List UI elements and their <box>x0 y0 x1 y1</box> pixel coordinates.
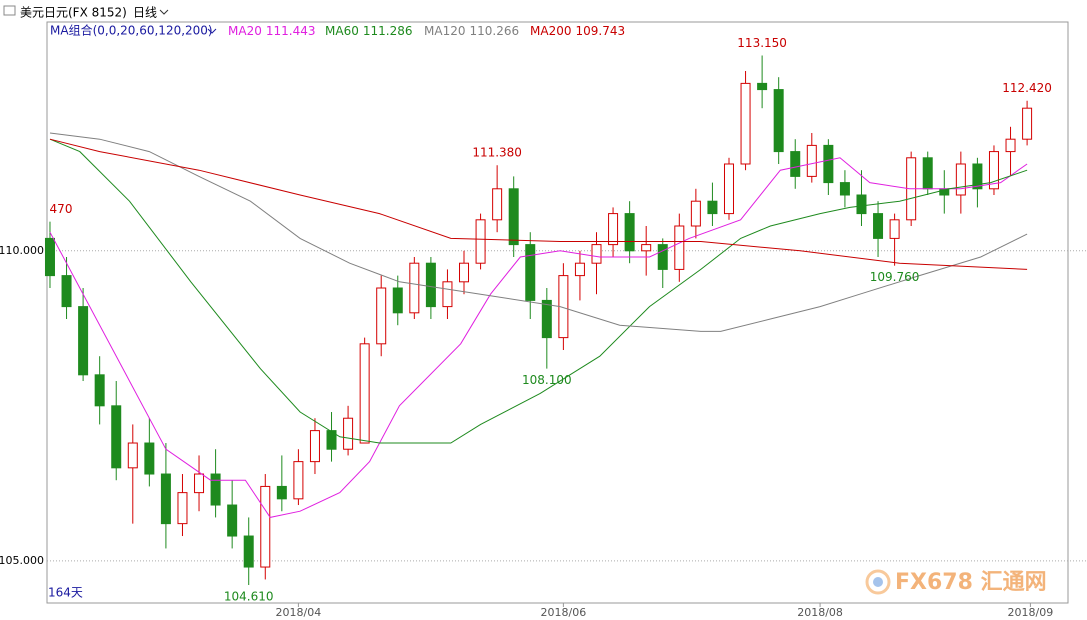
x-tick-label: 2018/09 <box>1008 606 1054 619</box>
price-annotation: 111.380 <box>472 146 522 160</box>
candle-body <box>210 473 221 506</box>
candle-body <box>591 244 602 264</box>
indicator-selector[interactable]: MA组合(0,0,20,60,120,200) <box>50 23 213 38</box>
candle-body <box>111 405 122 469</box>
candle-body <box>376 287 387 345</box>
candle-body <box>194 473 205 494</box>
candle-body <box>608 213 619 246</box>
indicator-arrow <box>207 28 217 34</box>
day-count: 164天 <box>48 586 83 600</box>
candle-body <box>889 219 900 239</box>
price-annotation: 470 <box>50 202 73 216</box>
window-icon <box>3 5 16 16</box>
candle-body <box>160 473 171 525</box>
candle-body <box>227 504 238 537</box>
legend-value: 111.443 <box>266 24 316 38</box>
candle-body <box>276 485 287 500</box>
ma-line <box>49 138 1028 270</box>
candle-body <box>657 244 668 270</box>
candle-body <box>773 89 784 153</box>
candle-body <box>94 374 105 407</box>
candle-body <box>972 163 983 190</box>
candle-body <box>309 430 320 463</box>
x-tick-label: 2018/06 <box>541 606 587 619</box>
watermark: FX678 汇通网 <box>895 570 1047 595</box>
legend-entry: MA120 110.266 <box>424 24 519 38</box>
ma-line <box>49 132 1028 332</box>
candle-body <box>409 262 420 314</box>
candle-body <box>525 244 536 301</box>
candle-body <box>359 343 370 444</box>
candle-body <box>508 188 519 246</box>
price-annotation: 104.610 <box>224 590 274 604</box>
price-annotation: 108.100 <box>522 373 572 387</box>
candle-body <box>475 219 486 264</box>
price-annotation: 113.150 <box>737 36 787 50</box>
candle-body <box>61 275 72 308</box>
legend-entry: MA20 111.443 <box>228 24 315 38</box>
legend-value: 109.743 <box>575 24 625 38</box>
legend-value: 110.266 <box>469 24 519 38</box>
price-annotation: 112.420 <box>1002 81 1052 95</box>
x-tick-label: 2018/08 <box>797 606 843 619</box>
candle-body <box>293 461 304 500</box>
candle-body <box>955 163 966 196</box>
candle-body <box>492 188 503 221</box>
candle-body <box>574 262 585 277</box>
legend-name: MA60 <box>325 24 359 38</box>
candle-body <box>260 485 271 568</box>
y-tick-label: 105.000 <box>0 554 44 567</box>
candle-body <box>723 163 734 215</box>
candle-body <box>707 200 718 215</box>
candle-body <box>823 144 834 184</box>
candle-body <box>790 151 801 177</box>
ma-line <box>49 157 1028 518</box>
watermark-logo <box>865 569 891 595</box>
legend-name: MA120 <box>424 24 465 38</box>
period-selector[interactable]: 日线 <box>133 6 157 20</box>
candle-body <box>873 213 884 239</box>
candle-body <box>127 442 138 469</box>
candle-body <box>425 262 436 308</box>
candle-body <box>343 417 354 450</box>
ma-line <box>49 138 1028 444</box>
candle-body <box>177 492 188 525</box>
candle-body <box>740 82 751 165</box>
candle-body <box>757 82 768 91</box>
instrument-title: 美元日元(FX 8152) <box>20 6 127 20</box>
candle-body <box>78 306 89 376</box>
candle-body <box>144 442 155 475</box>
candle-body <box>459 262 470 283</box>
candle-body <box>806 144 817 177</box>
legend-value: 111.286 <box>363 24 413 38</box>
candle-body <box>1022 107 1033 140</box>
candle-body <box>641 244 652 252</box>
candle-body <box>856 194 867 215</box>
candle-body <box>988 151 999 190</box>
candle-body <box>442 281 453 308</box>
candle-body <box>1005 138 1016 153</box>
candle-body <box>392 287 403 314</box>
candle-body <box>326 430 337 450</box>
y-tick-label: 110.000 <box>0 244 44 257</box>
price-annotation: 109.760 <box>870 270 920 284</box>
legend-entry: MA60 111.286 <box>325 24 412 38</box>
legend-entry: MA200 109.743 <box>530 24 625 38</box>
candle-body <box>44 237 55 277</box>
candle-body <box>243 535 254 568</box>
period-arrow <box>159 9 169 15</box>
candle-body <box>624 213 635 252</box>
candle-body <box>839 182 850 196</box>
candle-body <box>674 225 685 270</box>
legend-name: MA20 <box>228 24 262 38</box>
x-tick-label: 2018/04 <box>276 606 322 619</box>
candle-body <box>541 299 552 339</box>
candle-body <box>922 157 933 190</box>
candle-body <box>690 200 701 227</box>
legend-name: MA200 <box>530 24 571 38</box>
